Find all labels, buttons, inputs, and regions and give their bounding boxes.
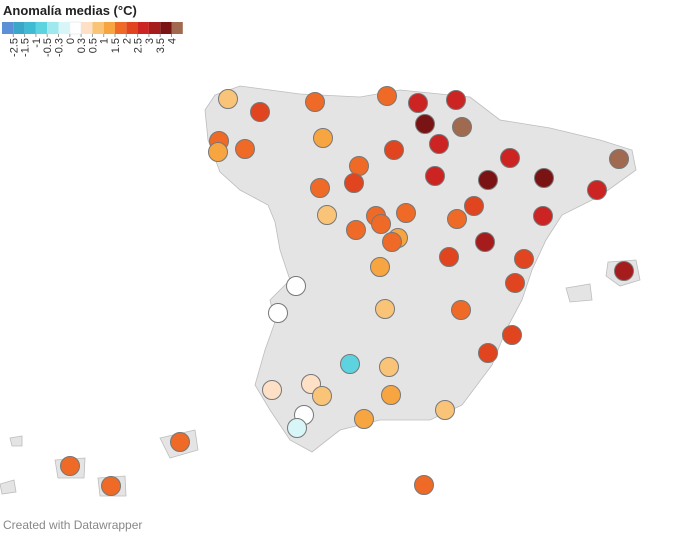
station-dot <box>250 102 270 122</box>
legend-label: -1.5 <box>20 38 32 57</box>
station-dot <box>464 196 484 216</box>
legend-label: -0.5 <box>42 38 54 57</box>
legend-swatch <box>103 22 115 34</box>
station-dot <box>379 357 399 377</box>
station-dot <box>344 173 364 193</box>
stations <box>60 86 634 496</box>
legend-swatch <box>115 22 127 34</box>
station-dot <box>305 92 325 112</box>
legend-label: -1 <box>31 38 43 48</box>
station-dot <box>415 114 435 134</box>
station-dot <box>377 86 397 106</box>
station-dot <box>317 205 337 225</box>
station-dot <box>609 149 629 169</box>
station-dot <box>446 90 466 110</box>
station-dot <box>429 134 449 154</box>
station-dot <box>310 178 330 198</box>
station-dot <box>384 140 404 160</box>
legend-swatch <box>24 22 36 34</box>
legend-label: 2 <box>121 38 133 44</box>
station-dot <box>382 232 402 252</box>
station-dot <box>381 385 401 405</box>
legend-swatch <box>81 22 93 34</box>
footer: Created with Datawrapper <box>3 518 142 532</box>
legend-label: 1 <box>99 38 111 44</box>
station-dot <box>514 249 534 269</box>
legend-swatch <box>126 22 138 34</box>
station-dot <box>502 325 522 345</box>
station-dot <box>371 214 391 234</box>
station-dot <box>414 475 434 495</box>
legend-swatch <box>2 22 14 34</box>
station-dot <box>313 128 333 148</box>
station-dot <box>475 232 495 252</box>
station-dot <box>614 261 634 281</box>
station-dot <box>349 156 369 176</box>
station-dot <box>478 343 498 363</box>
station-dot <box>287 418 307 438</box>
station-dot <box>451 300 471 320</box>
legend-label: -0.3 <box>54 38 66 57</box>
legend-swatch <box>92 22 104 34</box>
station-dot <box>60 456 80 476</box>
legend: -2.5 -1.5 -1 -0.5 -0.3 0 0.3 0.5 1 1.5 2 2.5 3 3.5 4 <box>2 21 183 57</box>
station-dot <box>435 400 455 420</box>
legend-swatch <box>160 22 172 34</box>
station-dot <box>478 170 498 190</box>
legend-label: 0 <box>65 38 77 44</box>
station-dot <box>354 409 374 429</box>
station-dot <box>408 93 428 113</box>
station-dot <box>262 380 282 400</box>
station-dot <box>370 257 390 277</box>
station-dot <box>505 273 525 293</box>
legend-label: 3 <box>144 38 156 44</box>
island <box>565 283 593 303</box>
legend-swatch <box>69 21 82 35</box>
station-dot <box>268 303 288 323</box>
station-dot <box>396 203 416 223</box>
legend-swatch <box>47 22 59 34</box>
legend-label: 0.3 <box>76 38 88 53</box>
station-dot <box>235 139 255 159</box>
legend-title: Anomalía medias (°C) <box>3 3 137 18</box>
legend-label: -2.5 <box>8 38 20 57</box>
station-dot <box>346 220 366 240</box>
station-dot <box>447 209 467 229</box>
legend-swatch <box>137 22 149 34</box>
station-dot <box>533 206 553 226</box>
station-dot <box>170 432 190 452</box>
legend-label: 0.5 <box>87 38 99 53</box>
station-dot <box>425 166 445 186</box>
island <box>9 435 23 447</box>
island <box>0 479 17 495</box>
station-dot <box>101 476 121 496</box>
legend-label: 2.5 <box>133 38 145 53</box>
station-dot <box>375 299 395 319</box>
station-dot <box>312 386 332 406</box>
legend-label: 3.5 <box>155 38 167 53</box>
legend-label: 4 <box>167 38 179 44</box>
station-dot <box>587 180 607 200</box>
legend-swatch <box>171 22 183 34</box>
legend-swatch <box>35 22 48 34</box>
station-dot <box>439 247 459 267</box>
station-dot <box>208 142 228 162</box>
station-dot <box>534 168 554 188</box>
station-dot <box>340 354 360 374</box>
legend-label: 1.5 <box>110 38 122 53</box>
legend-swatch <box>148 22 161 34</box>
legend-swatch <box>58 22 70 34</box>
station-dot <box>218 89 238 109</box>
station-dot <box>286 276 306 296</box>
station-dot <box>452 117 472 137</box>
legend-swatch <box>13 22 25 34</box>
station-dot <box>500 148 520 168</box>
